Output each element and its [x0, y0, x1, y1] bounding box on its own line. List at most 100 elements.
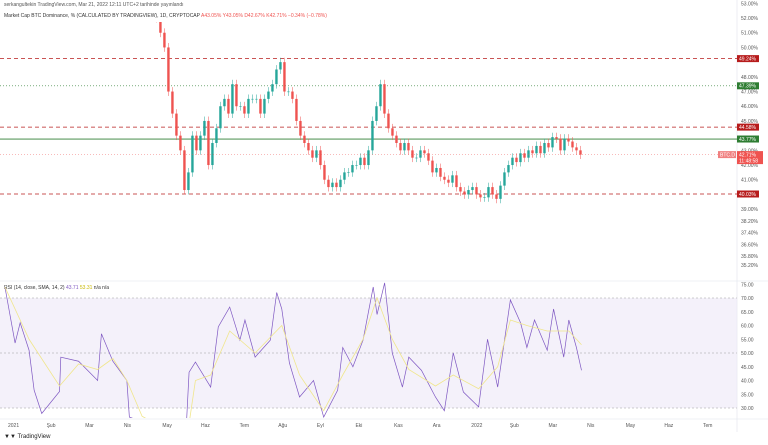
candle-body	[379, 84, 382, 107]
chart-canvas[interactable]: 53.00% 52.00% 51.00% 50.00% 48.00% 47.00% 46.0…	[0, 0, 768, 432]
price-tick-label: 39.00%	[741, 207, 759, 213]
candle-body	[547, 142, 550, 148]
time-tick-label: Şub	[510, 423, 519, 429]
candle-body	[311, 150, 314, 158]
time-tick-label: May	[626, 423, 636, 429]
level-tag	[737, 55, 759, 63]
candle-body	[211, 142, 214, 166]
candle-body	[259, 98, 262, 114]
candle-body	[527, 150, 530, 158]
rsi-value: 43.71	[65, 285, 79, 291]
candle-body	[555, 137, 558, 139]
candle-body	[579, 150, 582, 155]
rsi-tick-label: 60.00	[741, 324, 754, 330]
candle-body	[535, 145, 538, 154]
candle-body	[443, 176, 446, 180]
price-tick-label: 45.00%	[741, 119, 759, 125]
ohlc-high: Y43.05%	[222, 13, 243, 19]
rsi-na-1: n/a	[93, 285, 101, 291]
candle-body	[339, 179, 342, 188]
candle-body	[227, 98, 230, 114]
rsi-legend: RSI (14, close, SMA, 14, 2) 43.71 53.31 …	[4, 285, 109, 291]
candle-body	[303, 135, 306, 143]
level-tag-label: 43.77%	[739, 137, 757, 143]
candle-body	[171, 91, 174, 114]
candle-body	[495, 194, 498, 199]
symbol-title[interactable]: Market Cap BTC Dominance, % (CALCULATED …	[4, 13, 200, 19]
candle-body	[395, 135, 398, 143]
level-tag	[737, 123, 759, 131]
candle-body	[467, 190, 470, 195]
candle-body	[447, 179, 450, 183]
candle-body	[567, 138, 570, 142]
time-tick-label: 2022	[471, 423, 482, 429]
price-tick-label: 41.00%	[741, 178, 759, 184]
candle-body	[507, 165, 510, 173]
candle-body	[283, 62, 286, 92]
candle-body	[411, 150, 414, 158]
candle-body	[415, 157, 418, 159]
time-tick-label: Ara	[433, 423, 441, 429]
candle-body	[275, 69, 278, 85]
candle-body	[155, 11, 157, 18]
candle-body	[419, 150, 422, 158]
candle-body	[559, 138, 562, 151]
candle-body	[291, 91, 294, 99]
candle-body	[195, 135, 198, 151]
candle-body	[563, 138, 566, 151]
candle-body	[371, 120, 374, 151]
price-tick-label: 50.00%	[741, 45, 759, 51]
candle-body	[359, 157, 362, 166]
candle-body	[427, 153, 430, 161]
countdown-label: 11:48:58	[739, 158, 758, 164]
candle-body	[367, 150, 370, 166]
candle-body	[247, 98, 250, 114]
symbol-tag-label: BTC.D	[720, 152, 735, 158]
candle-body	[383, 84, 386, 114]
time-tick-label: Eyl	[317, 423, 324, 429]
candle-body	[299, 120, 302, 136]
candle-body	[223, 98, 226, 107]
level-tag-label: 49.24%	[739, 56, 757, 62]
price-tick-label: 47.00%	[741, 90, 759, 96]
ohlc-close: K42.71%	[266, 13, 287, 19]
candle-body	[307, 142, 310, 151]
candle-body	[431, 160, 434, 173]
candle-body	[451, 175, 454, 183]
rsi-sma-line	[4, 286, 582, 418]
time-tick-label: Haz	[201, 423, 210, 429]
rsi-sma-value: 53.31	[79, 285, 93, 291]
rsi-title[interactable]: RSI (14, close, SMA, 14, 2)	[4, 285, 65, 291]
price-tick-label: 35.20%	[741, 263, 759, 269]
candle-body	[175, 113, 178, 136]
candle-body	[423, 150, 426, 154]
candle-body	[323, 165, 326, 180]
candle-body	[235, 84, 238, 107]
last-price-tag	[737, 151, 763, 165]
footer-brand: TradingView	[17, 434, 51, 440]
candle-body	[199, 135, 202, 151]
candle-body	[387, 113, 390, 129]
candle-body	[187, 172, 190, 191]
time-tick-label: Nis	[587, 423, 595, 429]
price-tick-label: 53.00%	[741, 1, 759, 7]
candle-body	[255, 98, 258, 100]
candle-body	[215, 128, 218, 143]
level-tag-label: 47.39%	[739, 84, 757, 90]
price-plot	[0, 11, 737, 204]
candle-body	[499, 185, 502, 199]
symbol-tag	[718, 151, 736, 159]
candle-body	[575, 147, 578, 151]
time-tick-label: Mar	[85, 423, 94, 429]
candle-body	[163, 32, 166, 48]
candle-body	[351, 165, 354, 173]
candle-body	[531, 150, 534, 154]
level-tag-label: 44.58%	[739, 125, 757, 131]
symbol-legend: Market Cap BTC Dominance, % (CALCULATED …	[4, 13, 327, 19]
candle-body	[203, 120, 206, 136]
time-tick-label: 2021	[8, 423, 19, 429]
price-tick-label: 51.00%	[741, 31, 759, 37]
candle-body	[279, 62, 282, 70]
candle-body	[391, 128, 394, 136]
candle-body	[267, 91, 270, 99]
